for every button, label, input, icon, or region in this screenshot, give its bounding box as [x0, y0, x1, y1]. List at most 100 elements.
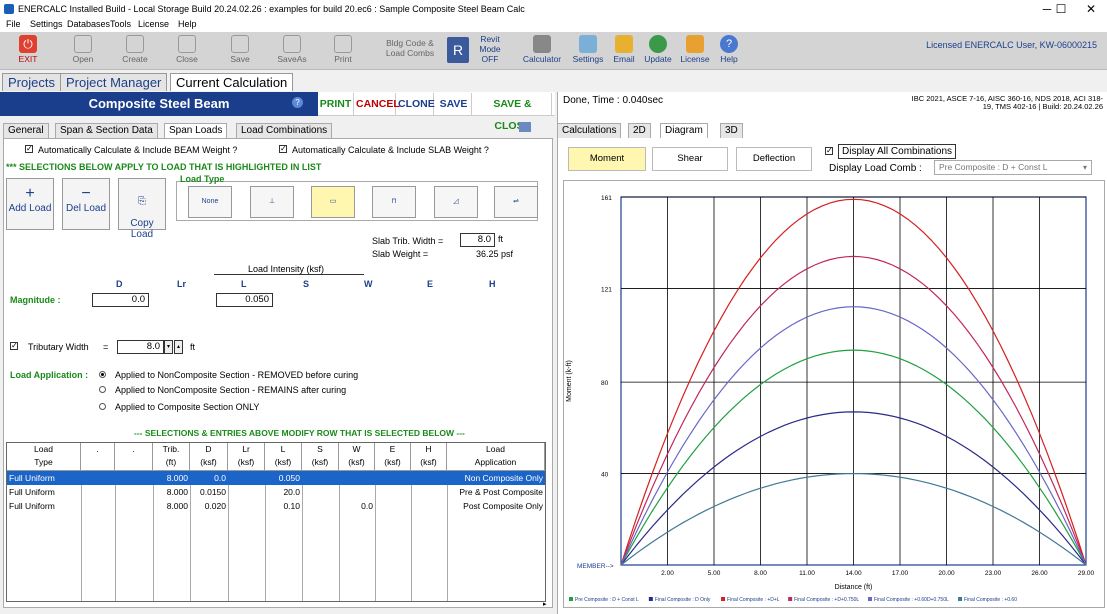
save-action-button[interactable]: SAVE — [436, 93, 472, 115]
edit-icon[interactable] — [519, 122, 531, 132]
tributary-checkbox[interactable]: ✓ — [10, 341, 18, 350]
scroll-right-icon[interactable]: ▸ — [543, 601, 547, 608]
app-option-remains-radio[interactable] — [99, 386, 106, 393]
cancel-button[interactable]: CANCEL — [356, 93, 400, 115]
load-type-point-icon[interactable]: ⊥ — [250, 186, 294, 218]
load-type-trapezoid-icon[interactable]: ◿ — [434, 186, 478, 218]
tab-span-loads[interactable]: Span Loads — [164, 123, 228, 138]
menu-tools[interactable]: Tools — [110, 19, 132, 29]
calculator-button[interactable]: Calculator — [520, 34, 564, 68]
app-option-removed-radio[interactable] — [99, 371, 106, 378]
y-tick-label: 40 — [601, 472, 609, 479]
saveas-button[interactable]: SaveAs — [270, 34, 314, 68]
load-comb-select[interactable]: Pre Composite : D + Const L — [934, 160, 1092, 175]
column-header: . — [81, 443, 115, 471]
shear-button[interactable]: Shear — [652, 147, 728, 171]
tab-current-calculation[interactable]: Current Calculation — [170, 73, 294, 91]
table-cell: Full Uniform — [9, 501, 55, 511]
bldg-code-button[interactable]: Bldg Code & Load Combs — [385, 38, 435, 58]
copy-load-button[interactable]: ⎘ Copy Load — [118, 178, 166, 240]
table-row[interactable]: Full Uniform 8.000 0.020 0.10 0.0 Post Compos… — [7, 499, 545, 513]
menu-databases[interactable]: Databases — [67, 19, 111, 29]
tributary-input[interactable]: 8.0 — [117, 340, 164, 354]
settings-button[interactable]: Settings — [566, 34, 610, 68]
table-cell: 8.000 — [166, 501, 188, 511]
col-h: H — [489, 279, 496, 289]
tab-load-combinations[interactable]: Load Combinations — [236, 123, 333, 138]
moment-button[interactable]: Moment — [568, 147, 646, 171]
display-all-checkbox[interactable]: ✓ — [825, 146, 833, 155]
load-type-none[interactable]: None — [188, 186, 232, 218]
help-button[interactable]: ? Help — [707, 34, 751, 68]
series-line — [620, 255, 1087, 566]
print-button[interactable]: Print — [321, 34, 365, 68]
tributary-unit: ft — [190, 342, 196, 352]
exit-icon: ⏻ — [19, 35, 37, 53]
slab-trib-input[interactable]: 8.0 — [460, 233, 495, 247]
selections-note: *** SELECTIONS BELOW APPLY TO LOAD THAT … — [6, 162, 322, 172]
menu-settings[interactable]: Settings — [30, 19, 63, 29]
open-button[interactable]: Open — [61, 34, 105, 68]
deflection-button[interactable]: Deflection — [736, 147, 812, 171]
member-label: MEMBER--> — [577, 563, 614, 570]
save-icon — [231, 35, 249, 53]
close-button[interactable]: Close — [165, 34, 209, 68]
column-header: Load Application — [447, 443, 545, 471]
tab-project-manager[interactable]: Project Manager — [60, 73, 168, 91]
exit-button[interactable]: ⏻ EXIT — [18, 35, 38, 64]
col-lr: Lr — [177, 279, 186, 289]
table-row[interactable]: Full Uniform 8.000 0.0150 20.0 Pre & Post Co… — [7, 485, 545, 499]
license-button[interactable]: License — [673, 34, 717, 68]
magnitude-l-input[interactable]: 0.050 — [216, 293, 273, 307]
revit-icon[interactable]: R — [447, 37, 469, 63]
menu-license[interactable]: License — [138, 19, 170, 29]
save-close-button[interactable]: SAVE & CLOSE — [474, 93, 552, 132]
email-button[interactable]: Email — [602, 34, 646, 68]
load-type-full-uniform-icon[interactable]: ▭ — [311, 186, 355, 218]
revit-mode-toggle[interactable]: Revit Mode OFF — [479, 34, 501, 64]
chevron-down-icon[interactable]: ▾ — [1082, 163, 1087, 172]
column-divider — [81, 471, 82, 601]
magnitude-d-input[interactable]: 0.0 — [92, 293, 149, 307]
series-line — [620, 349, 1087, 566]
x-tick-label: 23.00 — [985, 570, 1002, 577]
codes-line-1: IBC 2021, ASCE 7-16, AISC 360-16, NDS 20… — [911, 94, 1103, 103]
add-load-button[interactable]: + Add Load — [6, 178, 54, 230]
auto-slab-label: Automatically Calculate & Include SLAB W… — [292, 145, 489, 155]
series-line — [620, 198, 1087, 566]
auto-slab-checkbox[interactable]: ✓ — [279, 144, 287, 153]
display-comb-label: Display Load Comb : — [829, 163, 922, 174]
print-action-button[interactable]: PRINT — [318, 93, 354, 115]
menu-help[interactable]: Help — [178, 19, 197, 29]
modify-note: --- SELECTIONS & ENTRIES ABOVE MODIFY RO… — [134, 428, 465, 438]
tab-projects[interactable]: Projects — [2, 73, 61, 91]
spin-up-icon[interactable]: ▴ — [174, 340, 183, 354]
minimize-icon[interactable]: ─ — [1042, 2, 1052, 16]
tab-3d[interactable]: 3D — [720, 123, 743, 138]
tributary-label: Tributary Width — [28, 342, 89, 352]
tab-span-section[interactable]: Span & Section Data — [55, 123, 158, 138]
spin-down-icon[interactable]: ▾ — [164, 340, 173, 354]
column-divider — [228, 471, 229, 601]
maximize-icon[interactable]: ☐ — [1055, 2, 1067, 16]
update-button[interactable]: Update — [636, 34, 680, 68]
close-window-icon[interactable]: ✕ — [1085, 2, 1097, 16]
load-type-partial-uniform-icon[interactable]: ⊓ — [372, 186, 416, 218]
load-type-moment-icon[interactable]: ⇌ — [494, 186, 538, 218]
tab-diagram[interactable]: Diagram — [660, 123, 708, 138]
app-option-composite-radio[interactable] — [99, 403, 106, 410]
tab-general[interactable]: General — [3, 123, 49, 138]
help-icon[interactable]: ? — [292, 97, 303, 108]
legend-swatch — [868, 597, 872, 601]
save-button[interactable]: Save — [218, 34, 262, 68]
del-load-button[interactable]: − Del Load — [62, 178, 110, 230]
tab-calculations[interactable]: Calculations — [557, 123, 622, 138]
table-row[interactable]: Full Uniform 8.000 0.0 0.050 Non Composite O… — [7, 471, 545, 485]
clone-button[interactable]: CLONE — [398, 93, 435, 115]
tab-2d[interactable]: 2D — [628, 123, 651, 138]
x-tick-label: 11.00 — [799, 570, 815, 577]
menu-file[interactable]: File — [6, 19, 21, 29]
auto-beam-checkbox[interactable]: ✓ — [25, 144, 33, 153]
create-button[interactable]: Create — [113, 34, 157, 68]
col-w: W — [364, 279, 373, 289]
